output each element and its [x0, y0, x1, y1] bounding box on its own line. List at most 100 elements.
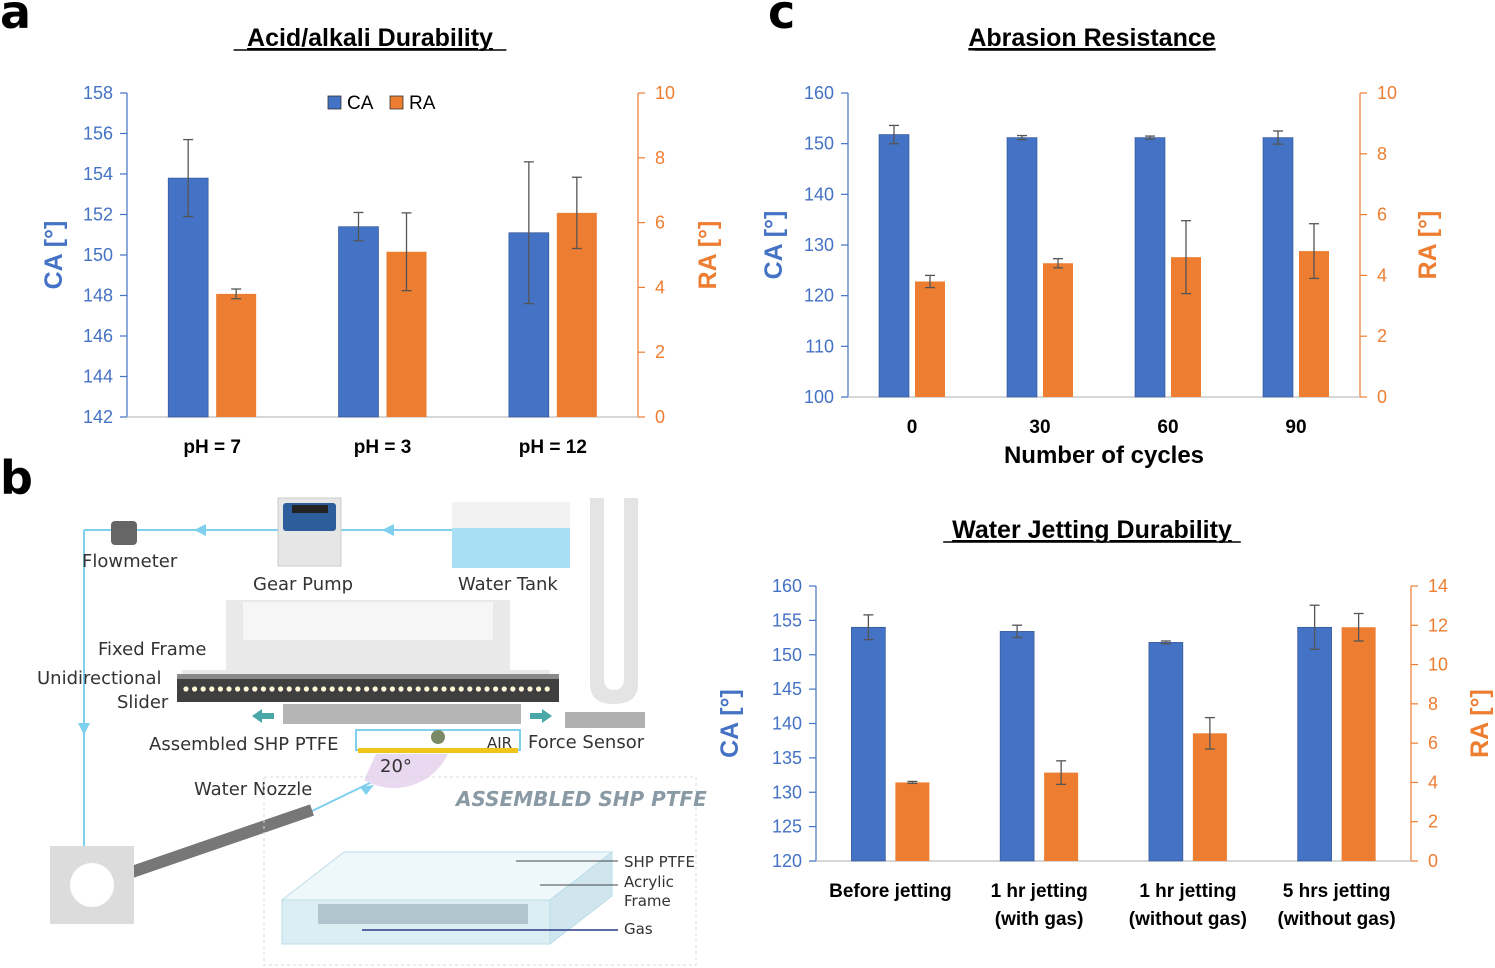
legend-label: CA — [347, 93, 374, 114]
bar-ra-0 — [895, 782, 930, 861]
right-tick-label: 2 — [1428, 812, 1438, 832]
left-tick-label: 150 — [772, 645, 802, 665]
inset-label-acrylic1: Acrylic — [624, 873, 674, 891]
left-tick-label: 150 — [804, 134, 834, 154]
left-tick-label: 140 — [772, 714, 802, 734]
bar-ca-1 — [999, 631, 1035, 862]
inset-frame — [263, 776, 697, 966]
left-tick-label: 130 — [772, 782, 802, 802]
label-slider-line1: Unidirectional — [37, 668, 162, 689]
chart-title: Acid/alkali Durability — [247, 24, 493, 52]
left-tick-label: 120 — [804, 286, 834, 306]
left-tick-label: 160 — [804, 83, 834, 103]
y2-axis-label: RA [°] — [1466, 689, 1494, 758]
category-label: (without gas) — [1129, 909, 1247, 930]
right-tick-label: 8 — [1377, 144, 1387, 164]
left-tick-label: 100 — [804, 387, 834, 407]
setup-diagram: Flowmeter Gear Pump Water Tank Force Sen… — [37, 497, 707, 966]
left-tick-label: 110 — [805, 336, 834, 356]
panel-letter-b: b — [0, 451, 33, 505]
left-tick-label: 152 — [83, 205, 113, 225]
label-force-sensor: Force Sensor — [528, 732, 645, 753]
y2-axis-label: RA [°] — [1414, 211, 1442, 280]
flow-arrow-jet — [360, 785, 374, 795]
left-tick-label: 150 — [83, 245, 113, 265]
bar-ca-1 — [338, 226, 379, 418]
right-tick-label: 6 — [1377, 205, 1387, 225]
category-label: pH = 12 — [519, 437, 587, 458]
label-slider-line2: Slider — [117, 692, 169, 713]
bar-ca-2 — [1134, 137, 1166, 398]
right-tick-label: 10 — [1377, 83, 1397, 103]
label-gear-pump: Gear Pump — [253, 574, 353, 595]
category-label: Before jetting — [829, 881, 951, 902]
panel-letter-a: a — [0, 0, 31, 39]
y-axis-label: CA [°] — [716, 689, 744, 758]
label-flowmeter: Flowmeter — [82, 551, 178, 572]
right-tick-label: 4 — [1377, 265, 1387, 285]
chart-title: Abrasion Resistance — [968, 24, 1215, 52]
right-tick-label: 10 — [1428, 655, 1448, 675]
category-label: 1 hr jetting — [991, 881, 1088, 902]
chart-title: Water Jetting Durability — [952, 516, 1232, 544]
chart-abrasion: Abrasion Resistance 100 110 120 130 140 150 160… — [760, 24, 1442, 469]
right-tick-label: 14 — [1428, 576, 1448, 596]
legend: CA RA — [327, 93, 436, 114]
flowmeter-icon — [111, 521, 137, 545]
flow-arrow-down — [78, 723, 90, 735]
legend-label: RA — [409, 93, 436, 114]
left-tick-label: 148 — [83, 286, 113, 306]
bar-ca-0 — [851, 626, 886, 862]
label-angle: 20° — [380, 756, 412, 777]
right-tick-label: 6 — [1428, 733, 1438, 753]
left-tick-label: 158 — [83, 83, 113, 103]
category-label: 1 hr jetting — [1139, 881, 1236, 902]
legend-swatch — [389, 95, 404, 110]
right-tick-label: 2 — [655, 342, 665, 362]
inset-title: ASSEMBLED SHP PTFE — [454, 787, 707, 811]
bar-ra-2 — [1192, 733, 1227, 861]
bar-ra-0 — [915, 281, 945, 397]
left-tick-label: 154 — [83, 164, 113, 184]
left-tick-label: 130 — [804, 235, 834, 255]
category-label: 60 — [1157, 417, 1178, 438]
right-tick-label: 0 — [1428, 851, 1438, 871]
housing-port-icon — [70, 863, 114, 907]
water-jet-line — [309, 779, 377, 813]
arrow-right-icon — [530, 709, 552, 723]
category-label: 5 hrs jetting — [1283, 881, 1391, 902]
left-tick-label: 142 — [83, 407, 113, 427]
right-tick-label: 8 — [1428, 694, 1438, 714]
left-tick-label: 145 — [772, 679, 802, 699]
y2-axis-label: RA [°] — [694, 221, 722, 290]
bar-ra-3 — [1341, 627, 1376, 861]
left-tick-label: 156 — [83, 124, 113, 144]
label-assembled: Assembled SHP PTFE — [149, 734, 338, 755]
label-fixed-frame: Fixed Frame — [98, 639, 206, 660]
sensor-stand — [590, 498, 638, 704]
bar-ca-1 — [1006, 137, 1038, 398]
label-nozzle: Water Nozzle — [194, 779, 312, 800]
right-tick-label: 8 — [655, 148, 665, 168]
chart-acid-alkali: Acid/alkali Durability 142 144 146 148 150 152… — [40, 24, 722, 458]
bar-ca-3 — [1297, 626, 1332, 862]
slider-bearings — [183, 686, 550, 692]
right-tick-label: 10 — [655, 83, 675, 103]
left-tick-label: 140 — [804, 184, 834, 204]
left-tick-label: 120 — [772, 851, 802, 871]
right-tick-label: 6 — [655, 213, 665, 233]
category-label: (without gas) — [1278, 909, 1396, 930]
right-tick-label: 4 — [655, 277, 665, 297]
bar-ca-2 — [1148, 642, 1184, 862]
inset-label-shp: SHP PTFE — [624, 853, 695, 871]
bar-ra-1 — [1044, 772, 1079, 861]
left-tick-label: 155 — [772, 610, 802, 630]
force-sensor-icon — [565, 712, 645, 728]
bar-ca-0 — [878, 134, 910, 398]
bar-ca-3 — [1262, 137, 1294, 398]
bar-ra-0 — [216, 293, 257, 417]
inset-label-gas: Gas — [624, 920, 653, 938]
right-tick-label: 12 — [1428, 615, 1448, 635]
left-tick-label: 135 — [772, 748, 802, 768]
